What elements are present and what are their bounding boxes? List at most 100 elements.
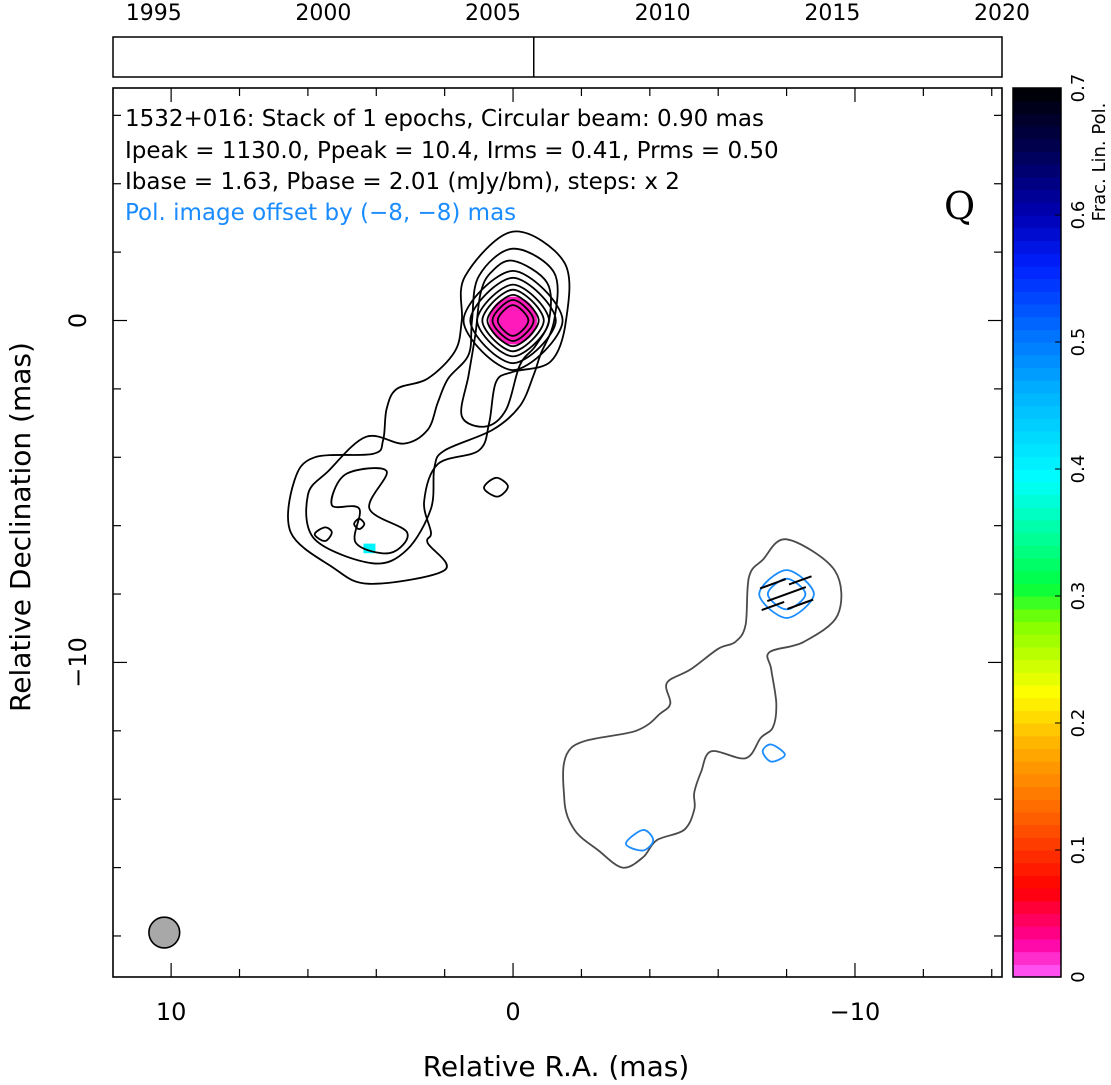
colorbar-step: [1013, 494, 1061, 508]
plot-frame: [112, 87, 1003, 978]
offset-contour: [761, 743, 786, 763]
colorbar-step: [1013, 596, 1061, 610]
colorbar-step: [1013, 240, 1061, 254]
y-tick-label: 0: [64, 313, 92, 328]
colorbar-step: [1013, 430, 1061, 445]
colorbar-step: [1013, 557, 1061, 572]
colorbar-step: [1013, 469, 1061, 483]
frac-pol-pixels: [363, 296, 537, 554]
evpa-vector: [759, 578, 787, 590]
colorbar-step: [1013, 964, 1061, 978]
colorbar-tick-label: 0.5: [1068, 328, 1089, 357]
colorbar-step: [1013, 659, 1061, 673]
intensity-contour: [476, 283, 550, 358]
colorbar-step: [1013, 443, 1061, 457]
frac-pol-pixel: [363, 543, 376, 554]
colorbar-step: [1013, 126, 1061, 140]
colorbar-step: [1013, 291, 1061, 305]
colorbar-step: [1013, 253, 1061, 267]
colorbar-step: [1013, 824, 1061, 838]
axis-ticks: [113, 88, 1002, 977]
colorbar-step: [1013, 405, 1061, 419]
colorbar-step: [1013, 265, 1061, 280]
colorbar-step: [1013, 456, 1061, 470]
colorbar-step: [1013, 88, 1061, 102]
evpa-vector: [761, 600, 785, 612]
colorbar-step: [1013, 113, 1061, 127]
colorbar-tick-label: 0.3: [1068, 582, 1089, 611]
colorbar-step: [1013, 951, 1061, 965]
colorbar-tick-label: 0.2: [1068, 709, 1089, 738]
offset-contour: [562, 538, 843, 869]
colorbar-step: [1013, 354, 1061, 368]
intensity-contour: [469, 276, 557, 365]
colorbar-step: [1013, 189, 1061, 203]
colorbar-step: [1013, 532, 1061, 546]
x-tick-label: −10: [830, 998, 881, 1026]
colorbar-step: [1013, 151, 1061, 165]
colorbar-tick-label: 0.7: [1068, 74, 1089, 103]
colorbar-step: [1013, 684, 1061, 699]
timeline-year-label: 2010: [635, 1, 691, 26]
timeline-frame: [112, 36, 1003, 78]
offset-intensity-contours: [562, 538, 843, 869]
colorbar-step: [1013, 761, 1061, 775]
colorbar-step: [1013, 621, 1061, 635]
colorbar-step: [1013, 202, 1061, 216]
colorbar-step: [1013, 710, 1061, 724]
colorbar-tick-label: 0: [1068, 971, 1089, 982]
timeline-year-label: 1995: [126, 1, 182, 26]
colorbar-tick-label: 0.1: [1068, 836, 1089, 865]
colorbar-step: [1013, 875, 1061, 889]
colorbar-step: [1013, 748, 1061, 762]
colorbar-tick-label: 0.6: [1068, 201, 1089, 230]
evpa-vector: [766, 586, 807, 603]
beam-ellipse: [148, 916, 181, 949]
colorbar-step: [1013, 583, 1061, 597]
colorbar-step: [1013, 646, 1061, 661]
intensity-contour: [313, 526, 333, 542]
colorbar-step: [1013, 278, 1061, 292]
header-line-2: Ipeak = 1130.0, Ppeak = 10.4, Irms = 0.4…: [125, 138, 779, 164]
colorbar-step: [1013, 418, 1061, 432]
colorbar-step: [1013, 545, 1061, 559]
intensity-contour: [305, 247, 559, 565]
colorbar-step: [1013, 888, 1061, 902]
colorbar-step: [1013, 850, 1061, 864]
timeline-year-label: 2005: [465, 1, 521, 26]
polarized-contours: [624, 569, 815, 852]
intensity-contour: [462, 269, 564, 372]
x-axis-title: Relative R.A. (mas): [423, 1050, 690, 1083]
colorbar-tick-label: 0.4: [1068, 455, 1089, 484]
colorbar-step: [1013, 570, 1061, 584]
colorbar-step: [1013, 227, 1061, 241]
intensity-contour: [481, 288, 545, 353]
colorbar-step: [1013, 342, 1061, 356]
intensity-contour: [483, 476, 509, 498]
pol-contour: [624, 829, 655, 852]
pol-contour: [758, 569, 815, 619]
total-intensity-contours: [287, 230, 571, 585]
colorbar-step: [1013, 634, 1061, 648]
colorbar-step: [1013, 672, 1061, 686]
colorbar-step: [1013, 608, 1061, 622]
colorbar-step: [1013, 799, 1061, 813]
colorbar-frame: [1012, 87, 1062, 978]
intensity-contour: [353, 517, 366, 531]
timeline-year-label: 2020: [974, 1, 1030, 26]
colorbar-step: [1013, 862, 1061, 876]
evpa-vector: [788, 575, 812, 586]
colorbar-step: [1013, 138, 1061, 153]
colorbar-step: [1013, 926, 1061, 940]
colorbar-step: [1013, 519, 1061, 534]
colorbar-step: [1013, 837, 1061, 851]
colorbar-step: [1013, 507, 1061, 521]
header-line-1: 1532+016: Stack of 1 epochs, Circular be…: [125, 106, 764, 132]
colorbar-step: [1013, 392, 1061, 407]
colorbar-step: [1013, 697, 1061, 711]
colorbar-step: [1013, 316, 1061, 330]
colorbar-title: Frac. Lin. Pol.: [1089, 103, 1110, 222]
timeline-year-label: 2015: [804, 1, 860, 26]
colorbar-step: [1013, 735, 1061, 749]
